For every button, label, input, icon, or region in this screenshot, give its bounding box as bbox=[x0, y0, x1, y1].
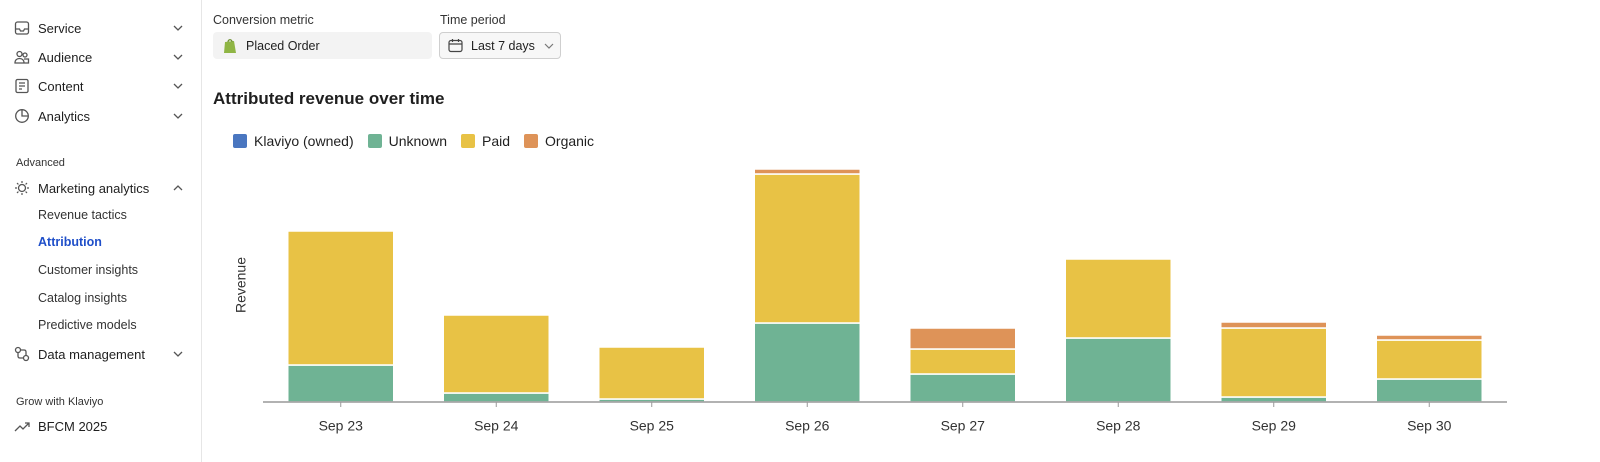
chevron bbox=[173, 185, 183, 191]
chevron bbox=[173, 351, 183, 357]
icon bbox=[14, 50, 30, 64]
chevron bbox=[544, 43, 554, 49]
calendar-icon bbox=[448, 39, 463, 53]
icon bbox=[14, 422, 30, 432]
chart-title: Attributed revenue over time bbox=[213, 89, 445, 108]
legend-swatch bbox=[233, 134, 247, 148]
nav-label: Audience bbox=[38, 49, 93, 65]
shopify-icon bbox=[224, 38, 236, 53]
x-tick-label: Sep 25 bbox=[630, 418, 675, 434]
x-tick-label: Sep 23 bbox=[319, 418, 364, 434]
sub-item[interactable]: Predictive models bbox=[38, 318, 137, 332]
sub-item[interactable]: Attribution bbox=[38, 235, 102, 249]
nav-label: Service bbox=[38, 20, 82, 36]
bar-segment bbox=[598, 346, 706, 400]
nav-item[interactable]: Analytics bbox=[14, 105, 183, 127]
sub-item[interactable]: Revenue tactics bbox=[38, 208, 127, 222]
section-heading: Advanced bbox=[16, 157, 65, 169]
field-label: Conversion metric bbox=[213, 13, 314, 27]
nav-item[interactable]: Data management bbox=[14, 343, 183, 365]
section-heading: Grow with Klaviyo bbox=[16, 396, 104, 408]
nav-item[interactable]: Audience bbox=[14, 46, 183, 68]
bar-segment bbox=[287, 364, 395, 403]
legend-swatch bbox=[460, 134, 475, 148]
x-tick-label: Sep 24 bbox=[474, 418, 519, 434]
bar-segment bbox=[1375, 339, 1483, 380]
icon bbox=[14, 21, 30, 35]
bar-segment bbox=[1375, 334, 1483, 341]
bar-segment bbox=[753, 168, 861, 175]
sub-item[interactable]: Customer insights bbox=[38, 263, 139, 277]
icon bbox=[15, 78, 29, 94]
legend-item[interactable]: Paid bbox=[460, 133, 511, 149]
metric-select[interactable]: Placed Order bbox=[213, 32, 432, 59]
bar-segment bbox=[287, 230, 395, 366]
nav-item[interactable]: Content bbox=[14, 75, 183, 97]
nav-label: Marketing analytics bbox=[38, 180, 150, 196]
nav-label: Content bbox=[38, 78, 84, 94]
x-tick-label: Sep 28 bbox=[1096, 418, 1141, 434]
period-select[interactable]: Last 7 days bbox=[439, 32, 561, 59]
bar-segment bbox=[1220, 327, 1328, 398]
bar-segment bbox=[753, 173, 861, 324]
bar-segment bbox=[1220, 321, 1328, 329]
icon bbox=[15, 181, 29, 195]
bar-segment bbox=[909, 348, 1017, 375]
icon bbox=[14, 346, 30, 362]
nav-label: Data management bbox=[38, 346, 145, 362]
bar-segment bbox=[753, 322, 861, 403]
nav-item[interactable]: Marketing analytics bbox=[14, 177, 183, 199]
chevron bbox=[173, 83, 183, 89]
field-label: Time period bbox=[440, 13, 506, 27]
chevron bbox=[173, 54, 183, 60]
legend: Klaviyo (owned) Unknown Paid Organic bbox=[233, 133, 594, 149]
bar-segment bbox=[909, 373, 1017, 403]
legend-item[interactable]: Klaviyo (owned) bbox=[233, 133, 354, 149]
bar-segment bbox=[909, 327, 1017, 350]
nav-label: Analytics bbox=[38, 108, 91, 124]
sidebar: Service Audience Content Analytics Advan… bbox=[0, 0, 202, 462]
chevron bbox=[173, 113, 183, 119]
legend-item[interactable]: Organic bbox=[524, 133, 594, 149]
legend-swatch bbox=[524, 134, 539, 148]
bar-segment bbox=[1064, 258, 1172, 339]
metric-value: Placed Order bbox=[246, 38, 320, 53]
legend-label: Klaviyo (owned) bbox=[254, 133, 354, 149]
x-tick-label: Sep 27 bbox=[941, 418, 986, 434]
nav-label: BFCM 2025 bbox=[38, 418, 108, 434]
x-tick-label: Sep 26 bbox=[785, 418, 830, 434]
bar-segment bbox=[442, 392, 550, 403]
bar-segment bbox=[442, 314, 550, 394]
legend-label: Unknown bbox=[388, 133, 447, 149]
period-value: Last 7 days bbox=[471, 38, 535, 53]
y-axis-label: Revenue bbox=[233, 257, 249, 313]
legend-item[interactable]: Unknown bbox=[367, 133, 447, 149]
legend-label: Organic bbox=[545, 133, 595, 149]
nav-item[interactable]: Service bbox=[14, 17, 183, 39]
chevron bbox=[173, 25, 183, 31]
sub-item[interactable]: Catalog insights bbox=[38, 291, 127, 305]
nav-item[interactable]: BFCM 2025 bbox=[14, 415, 183, 437]
legend-swatch bbox=[367, 134, 382, 148]
legend-label: Paid bbox=[481, 133, 511, 149]
icon bbox=[15, 109, 29, 123]
x-tick-label: Sep 30 bbox=[1407, 418, 1452, 434]
x-tick-label: Sep 29 bbox=[1252, 418, 1297, 434]
bar-segment bbox=[1064, 337, 1172, 403]
bar-segment bbox=[1375, 378, 1483, 403]
